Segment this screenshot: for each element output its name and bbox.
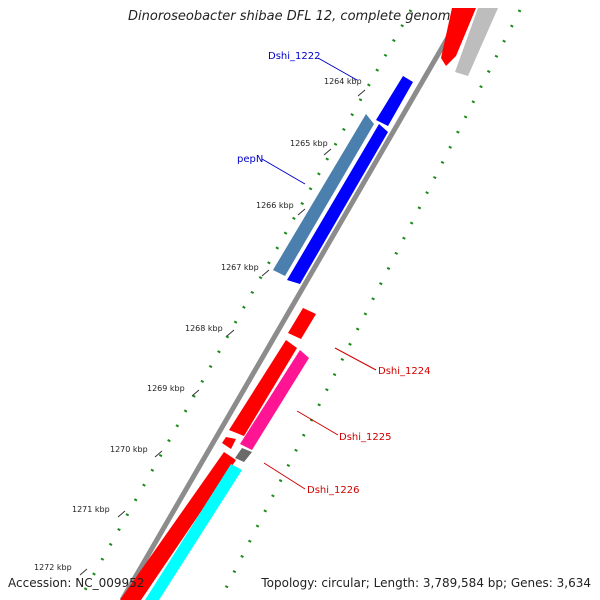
gene-arrow-red-lower: [120, 452, 236, 600]
tick-label: 1265 kbp: [290, 139, 328, 148]
accession-text: Accession: NC_009952: [8, 576, 145, 590]
tick-label: 1268 kbp: [185, 324, 223, 333]
gene-arrow-dshi-1226[interactable]: [235, 448, 252, 462]
gene-label-pepn[interactable]: pepN: [237, 154, 263, 165]
gene-arrow-grey: [455, 8, 498, 76]
topology-text: Topology: circular; Length: 3,789,584 bp…: [261, 576, 591, 590]
gene-arrow-red: [441, 8, 476, 66]
tick-label: 1270 kbp: [110, 445, 148, 454]
feature-band-cyan: [145, 464, 242, 600]
tick-labels: 1264 kbp 1265 kbp 1266 kbp 1267 kbp 1268…: [34, 77, 362, 572]
genome-backbone: [119, 18, 461, 600]
tick-label: 1272 kbp: [34, 563, 72, 572]
tick-label: 1266 kbp: [256, 201, 294, 210]
feature-band-steelblue: [273, 114, 374, 276]
tick-label: 1267 kbp: [221, 263, 259, 272]
tick-label: 1271 kbp: [72, 505, 110, 514]
gene-arrow-dshi-1222[interactable]: [376, 76, 413, 126]
gene-label-dshi-1226[interactable]: Dshi_1226: [307, 485, 359, 496]
inner-dotted-ring: [223, 9, 522, 591]
gene-arrow-dshi-1225[interactable]: [240, 350, 309, 450]
tick-label: 1264 kbp: [324, 77, 362, 86]
gene-arrow-red-small[interactable]: [288, 308, 316, 339]
label-connectors: [261, 57, 377, 490]
gene-arrow-pepn[interactable]: [287, 124, 388, 284]
tick-label: 1269 kbp: [147, 384, 185, 393]
gene-arrow-red-tiny: [222, 437, 236, 449]
gene-arrow-dshi-1224[interactable]: [229, 340, 297, 436]
tick-marks: [79, 89, 366, 576]
outer-dotted-ring: [83, 9, 413, 591]
map-title: Dinoroseobacter shibae DFL 12, complete …: [128, 9, 459, 24]
gene-label-dshi-1222[interactable]: Dshi_1222: [268, 51, 320, 62]
gene-label-dshi-1224[interactable]: Dshi_1224: [378, 366, 430, 377]
gene-label-dshi-1225[interactable]: Dshi_1225: [339, 432, 391, 443]
